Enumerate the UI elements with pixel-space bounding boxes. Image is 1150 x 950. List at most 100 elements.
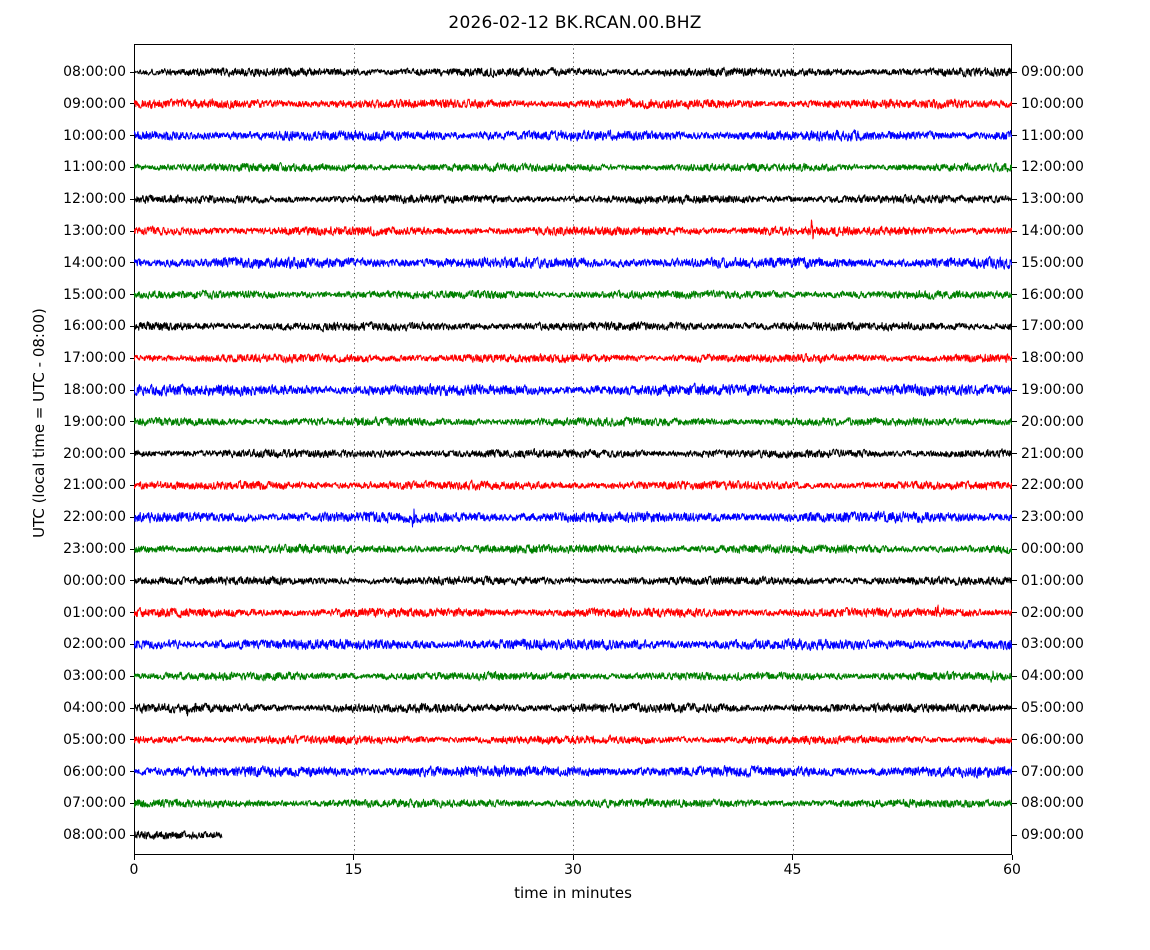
y-tick-mark-left: [129, 421, 134, 423]
y-tick-label-left: 17:00:00: [63, 350, 126, 367]
y-tick-label-right: 11:00:00: [1021, 127, 1084, 144]
y-tick-label-right: 20:00:00: [1021, 413, 1084, 430]
y-tick-mark-right: [1012, 389, 1017, 391]
y-tick-label-left: 11:00:00: [63, 159, 126, 176]
y-tick-mark-right: [1012, 357, 1017, 359]
y-tick-label-right: 05:00:00: [1021, 700, 1084, 716]
y-tick-mark-left: [129, 325, 134, 327]
y-tick-label-right: 18:00:00: [1021, 350, 1084, 367]
y-tick-label-left: 05:00:00: [63, 731, 126, 748]
y-tick-mark-left: [129, 516, 134, 518]
y-tick-mark-left: [129, 294, 134, 296]
y-tick-mark-left: [129, 262, 134, 264]
y-tick-mark-left: [129, 739, 134, 741]
y-axis-right-ticks: 09:00:00 10:00:00 11:00:00 12:00:00 13:00:00…: [1021, 0, 1150, 950]
y-tick-label-left: 08:00:00: [63, 827, 126, 844]
y-tick-mark-right: [1012, 230, 1017, 232]
x-tick-mark: [133, 855, 135, 860]
y-tick-label-right: 10:00:00: [1021, 95, 1084, 112]
y-tick-label-left: 07:00:00: [63, 795, 126, 812]
y-tick-label-right: 08:00:00: [1021, 795, 1084, 812]
y-tick-mark-left: [129, 135, 134, 137]
y-tick-label-right: 01:00:00: [1021, 572, 1084, 589]
y-tick-mark-left: [129, 357, 134, 359]
y-tick-label-right: 14:00:00: [1021, 223, 1084, 239]
y-tick-label-left: 00:00:00: [63, 572, 126, 589]
seismogram-traces-canvas: [134, 44, 1012, 855]
x-tick-label: 15: [344, 862, 363, 878]
y-tick-mark-right: [1012, 675, 1017, 677]
y-tick-mark-left: [129, 834, 134, 836]
y-tick-mark-left: [129, 643, 134, 645]
y-tick-mark-left: [129, 453, 134, 455]
y-tick-mark-left: [129, 103, 134, 105]
y-tick-label-left: 19:00:00: [63, 413, 126, 430]
x-tick-label: 45: [783, 862, 802, 878]
y-tick-label-right: 00:00:00: [1021, 541, 1084, 557]
y-tick-mark-left: [129, 675, 134, 677]
y-tick-label-left: 01:00:00: [63, 604, 126, 621]
y-tick-mark-left: [129, 707, 134, 709]
y-tick-mark-right: [1012, 71, 1017, 73]
y-tick-mark-right: [1012, 516, 1017, 518]
y-tick-mark-left: [129, 548, 134, 550]
y-tick-label-right: 06:00:00: [1021, 731, 1084, 748]
y-tick-mark-right: [1012, 612, 1017, 614]
y-tick-label-left: 18:00:00: [63, 382, 126, 398]
y-tick-label-left: 10:00:00: [63, 127, 126, 144]
y-tick-label-left: 02:00:00: [63, 636, 126, 653]
y-tick-label-left: 03:00:00: [63, 668, 126, 685]
y-tick-label-right: 13:00:00: [1021, 191, 1084, 208]
y-tick-label-right: 02:00:00: [1021, 604, 1084, 621]
y-tick-label-left: 12:00:00: [63, 191, 126, 208]
y-tick-mark-left: [129, 71, 134, 73]
y-tick-label-right: 17:00:00: [1021, 318, 1084, 335]
y-tick-label-right: 22:00:00: [1021, 477, 1084, 494]
y-tick-mark-right: [1012, 484, 1017, 486]
y-tick-label-left: 09:00:00: [63, 95, 126, 112]
y-tick-label-right: 09:00:00: [1021, 64, 1084, 80]
y-tick-label-left: 16:00:00: [63, 318, 126, 335]
x-axis-label: time in minutes: [514, 884, 632, 902]
x-tick-label: 60: [1003, 862, 1021, 878]
y-tick-mark-right: [1012, 643, 1017, 645]
y-tick-label-right: 16:00:00: [1021, 286, 1084, 303]
y-tick-mark-right: [1012, 771, 1017, 773]
y-tick-mark-right: [1012, 834, 1017, 836]
y-tick-mark-left: [129, 230, 134, 232]
y-tick-mark-right: [1012, 421, 1017, 423]
y-tick-label-right: 09:00:00: [1021, 827, 1084, 844]
y-tick-label-left: 13:00:00: [63, 223, 126, 239]
x-tick-mark: [353, 855, 355, 860]
y-tick-label-right: 07:00:00: [1021, 763, 1084, 780]
x-tick-mark: [572, 855, 574, 860]
y-tick-label-right: 15:00:00: [1021, 254, 1084, 271]
y-tick-mark-left: [129, 389, 134, 391]
y-tick-mark-right: [1012, 802, 1017, 804]
y-tick-mark-right: [1012, 135, 1017, 137]
y-tick-mark-left: [129, 166, 134, 168]
y-tick-label-left: 14:00:00: [63, 254, 126, 271]
y-tick-mark-left: [129, 484, 134, 486]
y-tick-label-right: 23:00:00: [1021, 509, 1084, 526]
y-tick-label-right: 21:00:00: [1021, 445, 1084, 462]
x-tick-mark: [1011, 855, 1013, 860]
y-tick-mark-right: [1012, 453, 1017, 455]
y-tick-label-left: 22:00:00: [63, 509, 126, 526]
y-tick-mark-right: [1012, 707, 1017, 709]
y-tick-mark-right: [1012, 739, 1017, 741]
y-tick-mark-right: [1012, 325, 1017, 327]
y-tick-mark-left: [129, 612, 134, 614]
y-tick-mark-left: [129, 802, 134, 804]
y-tick-label-left: 08:00:00: [63, 64, 126, 80]
y-tick-label-right: 19:00:00: [1021, 382, 1084, 398]
y-tick-mark-left: [129, 771, 134, 773]
y-tick-mark-left: [129, 198, 134, 200]
y-tick-mark-right: [1012, 166, 1017, 168]
y-tick-label-left: 04:00:00: [63, 700, 126, 716]
page-title: 2026-02-12 BK.RCAN.00.BHZ: [448, 13, 702, 33]
y-tick-label-left: 23:00:00: [63, 541, 126, 557]
y-tick-label-right: 04:00:00: [1021, 668, 1084, 685]
y-tick-label-left: 15:00:00: [63, 286, 126, 303]
